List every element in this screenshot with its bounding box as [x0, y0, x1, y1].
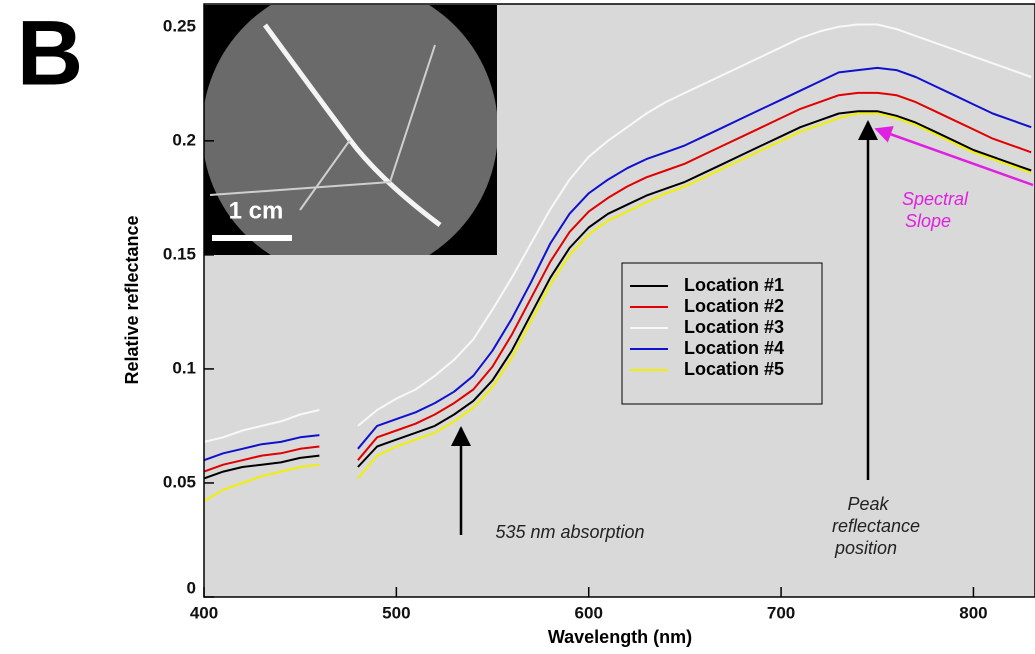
annotation: Slope [905, 211, 951, 231]
legend-label: Location #4 [684, 338, 784, 358]
plot-frame [203, 3, 1035, 598]
y-tick-label: 0.25 [163, 16, 196, 35]
inset-image: 1 cm [204, 5, 497, 255]
inset-vessel [209, 44, 436, 211]
legend-label: Location #5 [684, 359, 784, 379]
annotation-arrow [874, 126, 1034, 187]
legend-label: Location #1 [684, 275, 784, 295]
series-line [204, 112, 1032, 503]
inset-sample [204, 5, 497, 255]
y-tick-label: 0.05 [163, 472, 196, 491]
series-line [204, 91, 1032, 473]
annotation: Spectral [902, 189, 969, 209]
panel-label: B [17, 2, 83, 104]
legend-label: Location #2 [684, 296, 784, 316]
series-line [204, 23, 1032, 443]
series-line [204, 110, 1032, 480]
x-tick-label: 600 [575, 603, 603, 622]
y-axis-label: Relative reflectance [122, 215, 142, 384]
x-tick-label: 800 [959, 603, 987, 622]
x-tick-label: 700 [767, 603, 795, 622]
annotation: 535 nm absorption [495, 522, 644, 542]
x-tick-label: 400 [190, 603, 218, 622]
x-tick-label: 500 [382, 603, 410, 622]
series-group [204, 23, 1032, 503]
x-axis-label: Wavelength (nm) [548, 627, 692, 647]
y-tick-label: 0 [187, 578, 196, 597]
legend-label: Location #3 [684, 317, 784, 337]
y-tick-label: 0.1 [172, 358, 196, 377]
annotation: reflectance [832, 516, 920, 536]
series-line [204, 66, 1032, 462]
axes: 400 500 600 700 800 0 0.05 0.1 0.15 0.2 0.25 [163, 16, 988, 622]
y-tick-label: 0.15 [163, 244, 196, 263]
annotation: position [834, 538, 897, 558]
annotation: Peak [847, 494, 889, 514]
scale-label: 1 cm [229, 197, 284, 224]
y-tick-label: 0.2 [172, 130, 196, 149]
